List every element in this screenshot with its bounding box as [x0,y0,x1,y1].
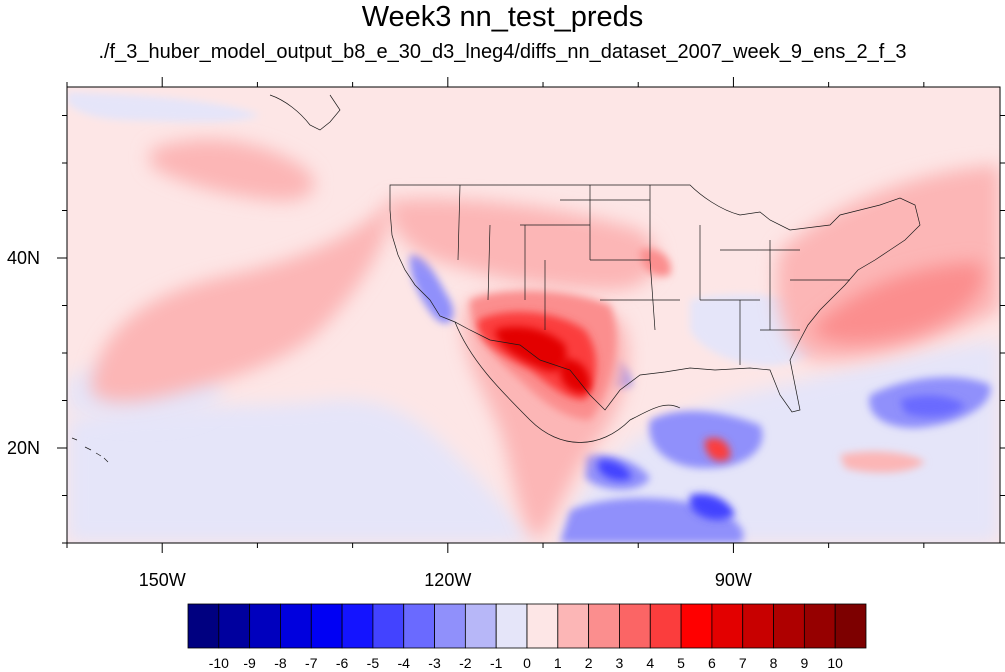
colorbar-tick-label: 7 [738,655,747,671]
anomaly-pink-area [150,139,315,201]
colorbar-box [249,603,281,649]
anomaly-light-blue-area [67,92,260,123]
colorbar-box [526,603,559,649]
colorbar-box [280,603,312,649]
colorbar-tick-label: -4 [397,655,410,671]
colorbar-box [434,603,466,649]
colorbar-box [372,603,405,649]
colorbar-box [680,603,713,649]
anomaly-blue-area [409,254,454,324]
colorbar-box [742,603,774,649]
colorbar-box [495,603,528,649]
colorbar-tick-label: -1 [489,655,503,671]
colorbar-box [341,603,374,649]
anomaly-strong-red-area [704,438,731,462]
us-state-border [457,184,850,365]
anomaly-light-blue-area [67,399,540,543]
colorbar-tick-label: -9 [243,655,256,671]
colorbar-box [649,603,682,649]
anomaly-blue-area [900,395,965,417]
map-title: Week3 nn_test_preds [361,1,644,33]
colorbar-tick-label: 6 [708,655,716,671]
colorbar-tick-label: -2 [459,655,472,671]
colorbar-tick-label: 3 [615,655,624,671]
colorbar-tick-label: -8 [274,655,287,671]
colorbar-tick-label: -6 [335,655,349,671]
anomaly-pink-area [389,198,658,291]
colorbar-tick-label: -5 [366,655,380,671]
colorbar-tick-label: -10 [208,655,229,671]
colorbar-tick-label: 0 [523,655,531,671]
colorbar-tick-label: 1 [553,655,562,671]
colorbar-box [403,603,435,649]
map-frame [66,86,1001,544]
colorbar-tick-label: 9 [800,655,809,671]
colorbar-tick-label: 10 [827,655,843,671]
colorbar-box [834,603,867,649]
anomaly-pink-area [90,200,391,402]
map-subtitle: ./f_3_huber_model_output_b8_e_30_d3_lneg… [98,41,907,63]
anomaly-blue-area [690,493,735,520]
anomaly-blue-area [649,410,763,469]
colorbar-tick-label: -7 [305,655,318,671]
anomaly-strong-red-area [495,326,567,372]
colorbar-box [619,603,651,649]
colorbar-box [464,603,497,649]
hawaii-islands [71,437,109,463]
anomaly-blue-area [598,459,632,481]
colorbar-box [773,603,805,649]
mexico-outline [454,321,681,443]
longitude-label: 120W [424,570,472,590]
colorbar-tick-label: 5 [677,655,685,671]
colorbar-tick-label: -3 [428,655,441,671]
colorbar-tick-label: 4 [646,655,655,671]
axis-ticks [57,77,1005,553]
colorbar-box [803,603,836,649]
colorbar-box [187,603,220,649]
anomaly-red-area [640,249,671,277]
colorbar-box [557,603,590,649]
map-figure [57,77,1005,553]
colorbar-tick-label: 8 [769,655,778,671]
longitude-label: 150W [138,570,186,590]
longitude-label: 90W [714,570,752,590]
alaska-coast [269,94,341,131]
us-outline [389,184,921,413]
latitude-label: 40N [6,248,40,268]
colorbar-box [218,603,251,649]
colorbar-tick-label: 2 [584,655,593,671]
anomaly-pink-area [840,451,925,473]
latitude-label: 20N [6,438,40,458]
colorbar-box [588,603,620,649]
anomaly-red-area [810,262,984,344]
colorbar-box [711,603,744,649]
state-boundaries [71,94,921,463]
colorbar-box [310,603,343,649]
